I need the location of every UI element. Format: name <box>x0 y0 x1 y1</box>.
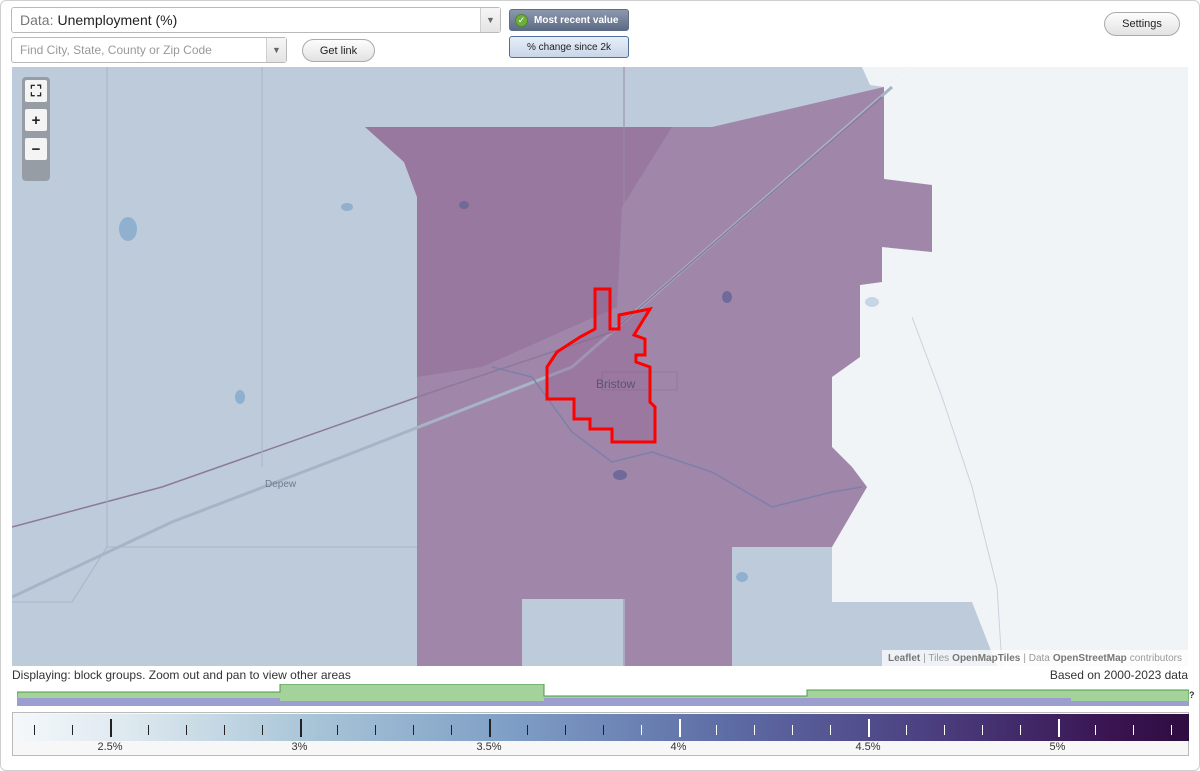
data-selector[interactable]: Data: Unemployment (%) ▼ <box>11 7 501 33</box>
map-attribution: Leaflet | Tiles OpenMapTiles | Data Open… <box>882 650 1188 666</box>
zoom-out-button[interactable]: − <box>25 138 47 160</box>
legend-minor-tick <box>792 725 794 735</box>
pond <box>722 291 732 303</box>
pond <box>459 201 469 209</box>
pond <box>865 297 879 307</box>
search-input[interactable] <box>18 39 268 61</box>
attribution-text: | Data <box>1023 652 1050 664</box>
based-on-text: Based on 2000-2023 data <box>1049 668 1188 682</box>
openstreetmap-link[interactable]: OpenStreetMap <box>1052 652 1127 664</box>
legend-major-tick <box>1057 719 1060 737</box>
selected-city-outline[interactable] <box>545 287 657 444</box>
color-legend: 2.5% 3% 3.5% 4% 4.5% 5% <box>12 712 1189 756</box>
histogram-bar-purple <box>544 698 1071 706</box>
distribution-histogram <box>17 684 1189 706</box>
legend-major-tick <box>678 719 681 737</box>
legend-tick-label: 3% <box>291 741 308 753</box>
legend-minor-tick <box>1171 725 1173 735</box>
town-grid <box>601 371 678 391</box>
zoom-control: ⛶ + − <box>22 77 50 181</box>
legend-gradient <box>14 714 1189 741</box>
pond <box>736 572 748 582</box>
legend-minor-tick <box>640 725 642 735</box>
legend-minor-tick <box>451 725 453 735</box>
creek-line <box>911 316 1003 666</box>
lake <box>119 217 137 241</box>
displaying-text: Displaying: block groups. Zoom out and p… <box>12 668 351 682</box>
map-canvas <box>12 67 1188 666</box>
legend-minor-tick <box>147 725 149 735</box>
light-land-north <box>862 67 910 87</box>
fullscreen-icon[interactable]: ⛶ <box>25 80 47 102</box>
legend-minor-tick <box>413 725 415 735</box>
legend-minor-tick <box>337 725 339 735</box>
pond <box>235 390 245 404</box>
attribution-text: | Tiles <box>923 652 950 664</box>
legend-major-tick <box>489 719 491 737</box>
zoom-in-button[interactable]: + <box>25 109 47 131</box>
rail-line <box>12 96 883 528</box>
legend-major-tick <box>110 719 112 737</box>
creek-line <box>491 366 863 508</box>
legend-minor-tick <box>185 725 187 735</box>
legend-minor-tick <box>1095 725 1097 735</box>
legend-minor-tick <box>223 725 225 735</box>
legend-major-tick <box>299 719 302 737</box>
pond <box>613 470 627 480</box>
percent-change-button[interactable]: % change since 2k <box>509 36 629 58</box>
chevron-down-icon[interactable]: ▼ <box>480 8 500 32</box>
road-line <box>12 546 108 603</box>
town-label: Depew <box>265 479 297 490</box>
leaflet-link[interactable]: Leaflet <box>888 652 921 664</box>
get-link-button[interactable]: Get link <box>302 39 375 62</box>
legend-minor-tick <box>602 725 604 735</box>
legend-minor-tick <box>830 725 832 735</box>
legend-minor-tick <box>564 725 566 735</box>
legend-major-tick <box>868 719 870 737</box>
openmaptiles-link[interactable]: OpenMapTiles <box>952 652 1021 664</box>
legend-minor-tick <box>943 725 945 735</box>
legend-minor-tick <box>1133 725 1135 735</box>
legend-tick-label: 2.5% <box>97 741 123 753</box>
legend-tick-label: 4.5% <box>855 741 881 753</box>
settings-button[interactable]: Settings <box>1104 12 1180 36</box>
legend-minor-tick <box>716 725 718 735</box>
legend-minor-tick <box>72 725 74 735</box>
histogram-bar-purple <box>1071 701 1189 706</box>
check-icon: ✓ <box>515 13 528 27</box>
most-recent-value-button[interactable]: ✓ Most recent value <box>509 9 629 31</box>
legend-tick-label: 5% <box>1049 741 1066 753</box>
legend-tick-label: 3.5% <box>476 741 502 753</box>
legend-tick-label: 4% <box>670 741 687 753</box>
legend-minor-tick <box>375 725 377 735</box>
data-value: Unemployment (%) <box>57 12 178 28</box>
data-label: Data: <box>20 12 54 28</box>
legend-minor-tick <box>34 725 36 735</box>
light-land-east <box>832 67 1188 666</box>
legend-minor-tick <box>981 725 983 735</box>
most-recent-label: Most recent value <box>534 14 619 26</box>
pond <box>341 203 353 211</box>
attribution-text: contributors <box>1129 652 1182 664</box>
legend-minor-tick <box>754 725 756 735</box>
legend-minor-tick <box>526 725 528 735</box>
legend-minor-tick <box>261 725 263 735</box>
map-view[interactable]: ⛶ + − Bristow Depew Leaflet | Tiles Open… <box>12 67 1188 666</box>
chevron-down-icon[interactable]: ▼ <box>266 38 286 62</box>
location-search[interactable]: ▼ <box>11 37 287 63</box>
city-label: Bristow <box>596 377 636 391</box>
legend-minor-tick <box>905 725 907 735</box>
legend-minor-tick <box>1019 725 1021 735</box>
histogram-bar-purple <box>17 698 280 706</box>
histogram-bar-purple <box>280 701 544 706</box>
help-icon[interactable]: ? <box>1189 690 1195 700</box>
